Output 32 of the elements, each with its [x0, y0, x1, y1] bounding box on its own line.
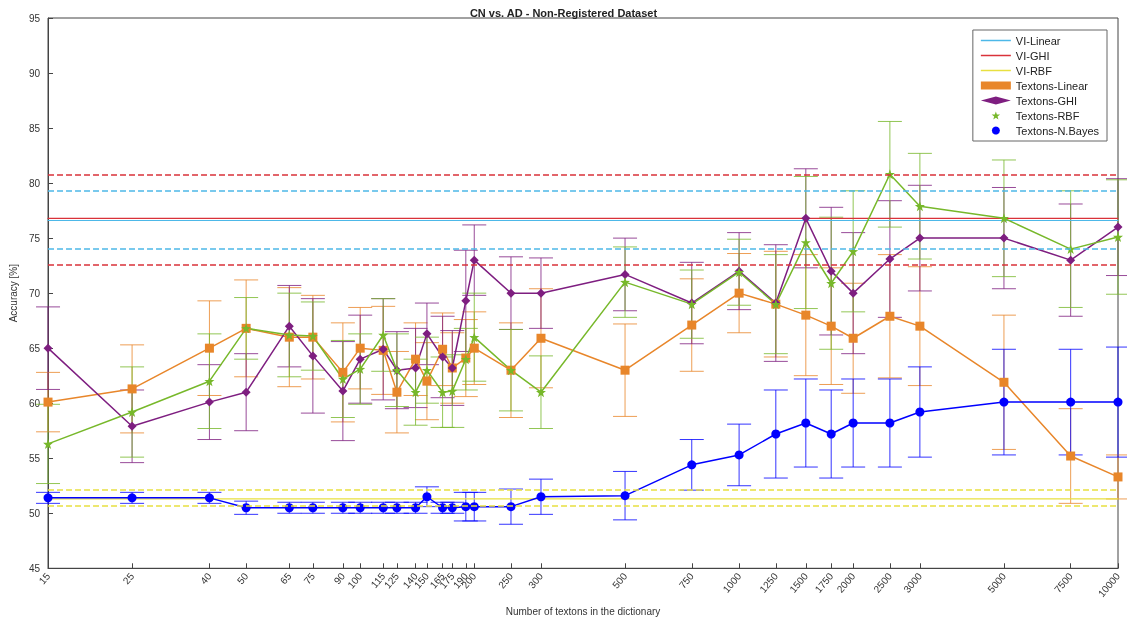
x-tick-label: 500	[610, 570, 630, 591]
chart-title: CN vs. AD - Non-Registered Dataset	[469, 6, 658, 19]
y-tick-label: 65	[28, 342, 41, 354]
legend-label: Textons-Linear	[1015, 79, 1089, 92]
x-tick-label: 50	[234, 570, 251, 587]
y-tick-label: 50	[28, 507, 41, 519]
x-tick-label: 75	[301, 570, 318, 587]
x-tick-label: 40	[198, 570, 214, 587]
legend-label: Textons-N.Bayes	[1015, 124, 1100, 137]
x-tick-label: 300	[526, 570, 546, 591]
y-tick-label: 80	[28, 177, 41, 189]
x-tick-label: 25	[120, 570, 137, 587]
legend-label: Textons-GHI	[1015, 94, 1077, 107]
x-tick-label: 65	[277, 570, 294, 587]
y-tick-label: 55	[28, 452, 41, 464]
legend-label: VI-RBF	[1015, 64, 1053, 77]
legend-label: VI-Linear	[1015, 34, 1061, 47]
x-tick-label: 250	[496, 570, 516, 591]
y-tick-label: 95	[28, 12, 41, 24]
y-tick-label: 85	[28, 122, 41, 134]
x-tick-label: 750	[676, 570, 697, 591]
legend-label: Textons-RBF	[1015, 109, 1080, 122]
y-tick-label: 70	[28, 287, 41, 299]
y-tick-label: 45	[28, 562, 41, 574]
y-tick-label: 90	[28, 67, 41, 79]
y-tick-label: 60	[28, 397, 41, 409]
x-axis-title: Number of textons in the dictionary	[505, 605, 661, 617]
y-axis-title: Accuracy [%]	[7, 263, 19, 323]
x-tick-label: 100	[345, 570, 365, 591]
legend-label: VI-GHI	[1015, 49, 1050, 62]
x-tick-label: 90	[331, 570, 348, 587]
y-tick-label: 75	[28, 232, 41, 244]
